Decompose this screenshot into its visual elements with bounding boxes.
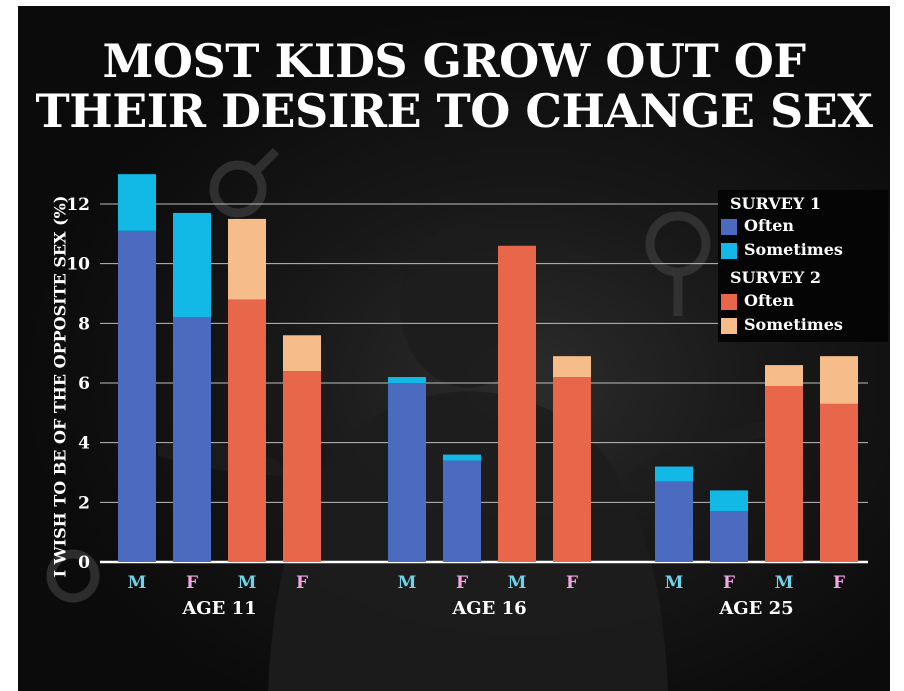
legend-label-survey1-sometimes: Sometimes (744, 240, 843, 259)
x-tick-label-sex: M (775, 573, 794, 593)
legend-swatch-survey1-often (721, 219, 737, 235)
x-tick-label-sex: F (186, 573, 198, 593)
x-tick-label-sex: M (665, 573, 684, 593)
y-tick-label: 2 (78, 493, 90, 513)
legend-label-survey2-often: Often (744, 291, 795, 310)
bar-often-age-25-m (655, 481, 693, 562)
bar-chart: 0 2 4 6 8 10 12 M F M F AGE 11 M F M F AGE 16 M F M F AGE 25 (66, 174, 868, 619)
legend-swatch-survey2-often (721, 294, 737, 310)
x-tick-label-sex: F (296, 573, 308, 593)
male-symbol-arrow-icon (252, 147, 280, 175)
y-axis-label: I WISH TO BE OF THE OPPOSITE SEX (%) (50, 195, 70, 578)
bar-often-age-16-f (443, 460, 481, 562)
bar-sometimes-age-11-m (118, 174, 156, 231)
page-title-line-1: MOST KIDS GROW OUT OF (102, 34, 807, 88)
y-tick-label: 12 (66, 195, 90, 215)
y-tick-label: 8 (78, 314, 90, 334)
x-tick-label-sex: M (398, 573, 417, 593)
x-tick-label-sex: M (128, 573, 147, 593)
bar-often-age-25-f (820, 403, 858, 562)
bar-often-age-11-m (118, 230, 156, 562)
female-symbol-bottom-icon (46, 549, 100, 603)
x-tick-label-sex: F (833, 573, 845, 593)
x-tick-label-sex: F (723, 573, 735, 593)
bar-often-age-11-f (283, 371, 321, 562)
bar-often-age-11-m (228, 299, 266, 562)
x-tick-label-sex: F (456, 573, 468, 593)
legend-survey1-heading: SURVEY 1 (730, 194, 821, 213)
y-tick-label: 0 (78, 553, 90, 573)
bar-often-age-16-m (498, 245, 536, 562)
x-tick-label-sex: M (238, 573, 257, 593)
bar-sometimes-age-16-m (388, 377, 426, 383)
legend-swatch-survey1-sometimes (721, 243, 737, 259)
bar-often-age-11-f (173, 317, 211, 562)
bar-often-age-25-f (710, 511, 748, 562)
chart-legend: SURVEY 1 Often Sometimes SURVEY 2 Often … (718, 190, 888, 342)
group-label: AGE 16 (451, 598, 526, 619)
bar-sometimes-age-11-f (283, 335, 321, 372)
bar-sometimes-age-16-f (443, 454, 481, 461)
bar-sometimes-age-11-f (173, 212, 211, 318)
bar-sometimes-age-25-f (710, 490, 748, 512)
bar-sometimes-age-25-f (820, 356, 858, 404)
y-tick-label: 10 (66, 255, 90, 275)
bar-often-age-16-f (553, 377, 591, 562)
legend-label-survey2-sometimes: Sometimes (744, 315, 843, 334)
bar-often-age-16-m (388, 383, 426, 562)
bar-sometimes-age-25-m (765, 365, 803, 386)
infographic-frame: MOST KIDS GROW OUT OF THEIR DESIRE TO CH… (18, 6, 890, 691)
bar-sometimes-age-16-f (553, 356, 591, 378)
legend-swatch-survey2-sometimes (721, 318, 737, 334)
legend-survey2-heading: SURVEY 2 (730, 268, 821, 287)
group-label: AGE 25 (718, 598, 793, 619)
y-tick-label: 6 (78, 374, 90, 394)
group-label: AGE 11 (181, 598, 256, 619)
male-symbol-icon (209, 160, 267, 218)
bar-often-age-25-m (765, 385, 803, 562)
page-title-line-2: THEIR DESIRE TO CHANGE SEX (35, 84, 873, 138)
legend-label-survey1-often: Often (744, 216, 795, 235)
bar-sometimes-age-11-m (228, 218, 266, 300)
x-tick-label-sex: F (566, 573, 578, 593)
y-tick-label: 4 (78, 434, 90, 454)
x-tick-label-sex: M (508, 573, 527, 593)
bar-sometimes-age-25-m (655, 466, 693, 482)
